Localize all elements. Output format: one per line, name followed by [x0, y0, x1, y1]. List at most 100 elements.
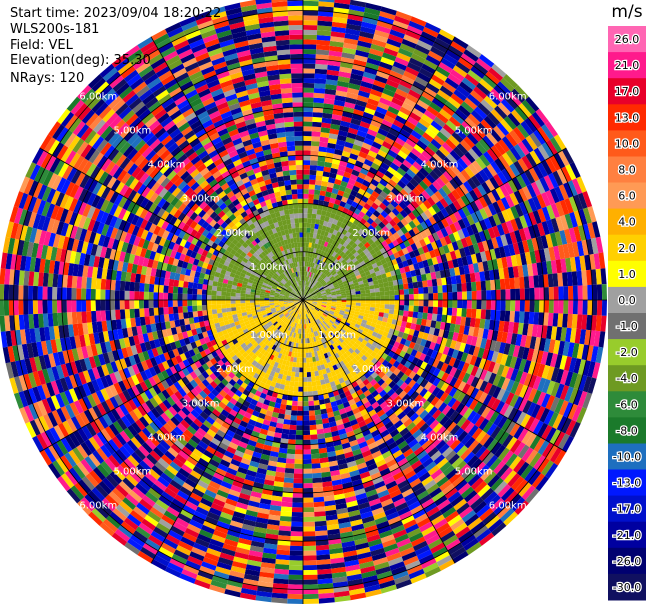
radar-gate: [531, 324, 539, 337]
radar-gate: [369, 145, 380, 154]
radar-gate: [303, 492, 314, 498]
radar-gate: [338, 271, 344, 277]
radar-gate: [324, 216, 330, 222]
radar-gate: [419, 167, 430, 178]
radar-gate: [425, 54, 441, 66]
radar-gate: [322, 112, 333, 119]
radar-gate: [364, 228, 372, 236]
radar-gate: [367, 238, 375, 246]
radar-gate: [303, 0, 319, 7]
radar-gate: [453, 210, 463, 222]
radar-gate: [311, 376, 316, 382]
radar-gate: [470, 109, 484, 123]
radar-gate: [438, 29, 455, 41]
radar-gate: [382, 277, 388, 283]
radar-gate: [373, 158, 383, 167]
radar-gate: [366, 198, 374, 207]
radar-gate: [317, 160, 325, 167]
radar-gate: [313, 506, 326, 512]
radar-gate: [338, 257, 344, 263]
radar-gate: [303, 193, 309, 199]
radar-gate: [400, 176, 410, 186]
radar-gate: [303, 227, 307, 233]
radar-gate: [360, 206, 369, 215]
radar-gate: [394, 325, 401, 332]
radar-gate: [576, 270, 583, 286]
radar-gate: [325, 84, 337, 91]
radar-gate: [462, 216, 471, 228]
radar-gate: [454, 324, 461, 334]
radar-gate: [303, 0, 319, 2]
radar-gate: [358, 312, 365, 317]
radar-gate: [351, 276, 358, 281]
radar-gate: [340, 259, 346, 265]
radar-gate: [451, 189, 461, 201]
radar-gate: [405, 29, 421, 40]
radar-gate: [482, 193, 493, 206]
radar-gate: [430, 320, 437, 329]
radar-gate: [514, 311, 520, 323]
radar-gate: [315, 291, 321, 295]
radar-gate: [365, 289, 371, 294]
radar-gate: [303, 189, 309, 194]
radar-gate: [445, 338, 453, 348]
radar-gate: [326, 294, 332, 297]
radar-gate: [409, 294, 414, 300]
radar-gate: [350, 289, 356, 293]
radar-gate: [303, 569, 318, 575]
radar-gate: [453, 161, 465, 173]
radar-gate: [284, 468, 295, 474]
radar-gate: [506, 149, 518, 164]
radar-gate: [505, 207, 515, 221]
radar-gate: [509, 277, 515, 290]
radar-gate: [316, 423, 324, 430]
radar-gate: [358, 269, 365, 275]
radar-gate: [308, 198, 314, 204]
radar-gate: [463, 180, 473, 193]
radar-gate: [363, 221, 371, 229]
radar-gate: [307, 301, 313, 303]
radar-gate: [470, 90, 484, 103]
radar-gate: [550, 232, 558, 247]
radar-gate: [303, 121, 313, 127]
radar-gate: [405, 271, 412, 278]
radar-gate: [377, 65, 392, 75]
radar-gate: [326, 280, 332, 285]
radar-gate: [391, 187, 400, 196]
radar-gate: [345, 290, 351, 294]
radar-gate: [335, 174, 344, 181]
radar-gate: [310, 290, 315, 295]
radar-gate: [525, 152, 537, 168]
radar-gate: [322, 205, 328, 212]
radar-gate: [395, 154, 406, 164]
radar-gate: [365, 187, 374, 195]
radar-gate: [510, 205, 520, 219]
radar-gate: [314, 83, 326, 89]
radar-gate: [314, 511, 326, 517]
radar-gate: [429, 101, 442, 113]
radar-gate: [312, 301, 318, 303]
radar-gate: [389, 219, 397, 228]
radar-gate: [411, 107, 424, 118]
radar-gate: [401, 38, 417, 49]
radar-gate: [453, 146, 465, 158]
radar-gate: [317, 296, 323, 298]
radar-gate: [384, 304, 390, 310]
radar-gate: [349, 310, 355, 314]
radar-gate: [379, 145, 390, 154]
radar-gate: [323, 276, 329, 281]
radar-gate: [330, 287, 336, 292]
radar-gate: [452, 300, 458, 309]
radar-gate: [360, 195, 369, 203]
radar-gate: [477, 241, 485, 253]
radar-gate: [542, 274, 549, 288]
radar-gate: [396, 52, 411, 62]
radar-gate: [423, 86, 437, 98]
radar-gate: [448, 202, 458, 214]
radar-gate: [345, 136, 356, 144]
radar-gate: [352, 144, 362, 152]
radar-gate: [531, 263, 539, 276]
radar-gate: [529, 150, 542, 165]
radar-gate: [303, 401, 309, 407]
radar-gate: [487, 112, 501, 126]
